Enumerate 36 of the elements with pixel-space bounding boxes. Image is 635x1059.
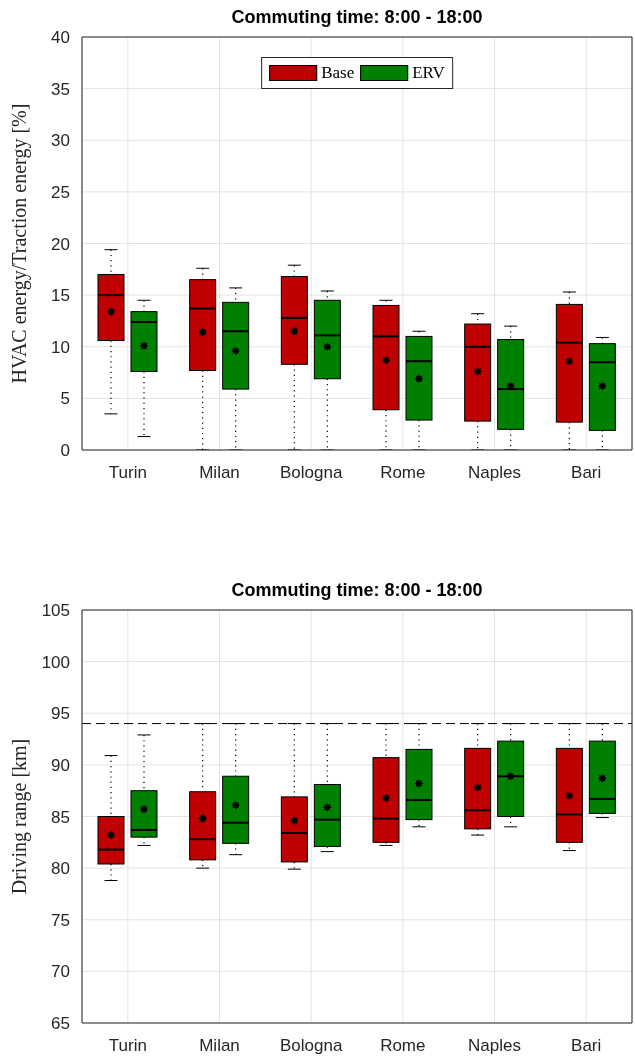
x-tick-label: Naples (468, 1036, 521, 1056)
legend-label: ERV (412, 63, 445, 83)
y-tick-label: 35 (51, 79, 70, 99)
x-tick-label: Bologna (279, 1036, 343, 1056)
x-tick-label: Bari (571, 1036, 602, 1056)
x-tick-label: Milan (199, 1036, 240, 1056)
y-tick-label: 25 (51, 182, 70, 202)
y-tick-label: 100 (41, 652, 70, 672)
x-tick-label: Rome (380, 463, 426, 483)
x-tick-label: Bologna (279, 463, 343, 483)
chart-title: Commuting time: 8:00 - 18:00 (230, 579, 484, 601)
y-tick-label: 70 (51, 962, 70, 982)
y-axis-title: Driving range [km] (8, 738, 31, 895)
y-tick-label: 10 (51, 337, 70, 357)
y-tick-label: 80 (51, 859, 70, 879)
x-tick-label: Naples (468, 463, 521, 483)
chart-title: Commuting time: 8:00 - 18:00 (230, 6, 484, 28)
y-tick-label: 90 (51, 755, 70, 775)
y-tick-label: 15 (51, 286, 70, 306)
x-tick-label: Milan (199, 463, 240, 483)
y-axis-title: HVAC energy/Traction energy [%] (8, 103, 31, 384)
y-tick-label: 20 (51, 234, 70, 254)
y-tick-label: 75 (51, 910, 70, 930)
legend-label: Base (321, 63, 355, 83)
y-tick-label: 30 (51, 131, 70, 151)
y-tick-label: 85 (51, 807, 70, 827)
x-tick-label: Bari (571, 463, 602, 483)
y-tick-label: 95 (51, 704, 70, 724)
x-tick-label: Turin (108, 1036, 147, 1056)
x-tick-label: Rome (380, 1036, 426, 1056)
x-tick-label: Turin (108, 463, 147, 483)
y-tick-label: 40 (51, 28, 70, 48)
y-tick-label: 105 (41, 601, 70, 621)
y-tick-label: 5 (60, 389, 70, 409)
y-tick-label: 65 (51, 1014, 70, 1034)
y-tick-label: 0 (60, 441, 70, 461)
